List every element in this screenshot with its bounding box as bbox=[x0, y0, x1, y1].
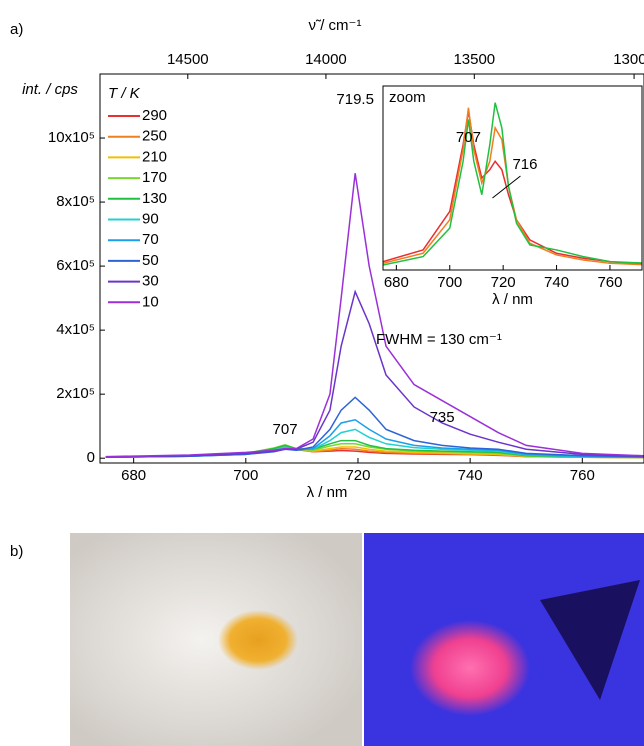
legend-label: 170 bbox=[142, 169, 167, 186]
legend-label: 70 bbox=[142, 231, 159, 248]
series-line bbox=[105, 289, 644, 458]
series-line bbox=[105, 173, 644, 458]
x-tick-label: 760 bbox=[570, 467, 595, 484]
series-line bbox=[383, 110, 642, 266]
inset-title: zoom bbox=[389, 89, 426, 106]
legend-title: T / K bbox=[108, 85, 141, 102]
axes-frame bbox=[382, 85, 643, 271]
annotation: 707 bbox=[456, 129, 481, 146]
inset-bg bbox=[383, 86, 642, 270]
legend-label: 90 bbox=[142, 210, 159, 227]
series-line bbox=[383, 107, 642, 266]
panel-label: a) bbox=[10, 21, 23, 38]
x2-tick-label: 13000 bbox=[613, 51, 644, 68]
series-group bbox=[105, 173, 644, 459]
x-tick-label: 700 bbox=[437, 274, 462, 291]
x-tick-label: 680 bbox=[121, 467, 146, 484]
annotation: 735 bbox=[430, 409, 455, 426]
legend-label: 250 bbox=[142, 128, 167, 145]
annotation: 716 bbox=[512, 156, 537, 173]
x-axis-label: λ / nm bbox=[492, 291, 533, 308]
x-tick-label: 760 bbox=[597, 274, 622, 291]
legend-label: 290 bbox=[142, 107, 167, 124]
y-tick-label: 4x10⁵ bbox=[56, 321, 95, 338]
x-axis-label: λ / nm bbox=[307, 484, 348, 501]
y-tick-label: 8x10⁵ bbox=[56, 193, 95, 210]
legend-label: 130 bbox=[142, 190, 167, 207]
shadow bbox=[540, 580, 640, 700]
legend-label: 10 bbox=[142, 293, 159, 310]
annotation: FWHM = 130 cm⁻¹ bbox=[376, 331, 502, 348]
annotation: 707 bbox=[273, 421, 298, 438]
x2-tick-label: 13500 bbox=[453, 51, 495, 68]
x-tick-label: 700 bbox=[233, 467, 258, 484]
series-group bbox=[383, 102, 642, 266]
x2-axis-label: ν̃ / cm⁻¹ bbox=[309, 17, 362, 34]
x2-tick-label: 14000 bbox=[305, 51, 347, 68]
annotation: 719.5 bbox=[336, 91, 374, 108]
x-tick-label: 720 bbox=[491, 274, 516, 291]
y-tick-label: 10x10⁵ bbox=[48, 129, 95, 146]
legend-label: 210 bbox=[142, 148, 167, 165]
x-tick-label: 740 bbox=[458, 467, 483, 484]
y-tick-label: 6x10⁵ bbox=[56, 257, 95, 274]
x-tick-label: 680 bbox=[384, 274, 409, 291]
y-tick-label: 0 bbox=[87, 449, 95, 466]
series-line bbox=[105, 439, 644, 459]
crystals bbox=[170, 580, 330, 700]
y-axis-label: int. / cps bbox=[22, 81, 78, 98]
pointer bbox=[492, 175, 521, 199]
glow bbox=[380, 580, 580, 740]
panel-label: b) bbox=[10, 543, 23, 560]
x2-tick-label: 14500 bbox=[167, 51, 209, 68]
legend-label: 50 bbox=[142, 252, 159, 269]
axes-frame bbox=[99, 73, 644, 464]
y-tick-label: 2x10⁵ bbox=[56, 385, 95, 402]
series-line bbox=[383, 102, 642, 266]
x-tick-label: 720 bbox=[345, 467, 370, 484]
x-tick-label: 740 bbox=[544, 274, 569, 291]
legend-label: 30 bbox=[142, 273, 159, 290]
